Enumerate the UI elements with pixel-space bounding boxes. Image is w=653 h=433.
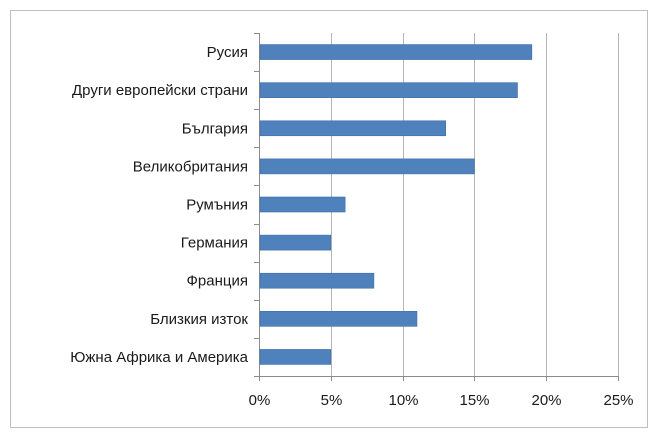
category-label: Румъния <box>186 197 248 214</box>
bar-7 <box>259 272 375 289</box>
category-label: Германия <box>181 235 248 252</box>
bar-4 <box>259 158 475 175</box>
bar-2 <box>259 82 518 98</box>
category-label: България <box>182 120 248 137</box>
category-label: Франция <box>187 273 248 290</box>
x-tick-label: 10% <box>388 392 418 409</box>
category-label: Други европейски страни <box>72 82 248 99</box>
bar-1 <box>259 44 533 60</box>
bar-6 <box>259 234 332 251</box>
category-label: Близкия изток <box>150 311 248 328</box>
x-tick-label: 5% <box>321 392 343 409</box>
x-tick-label: 20% <box>531 392 561 409</box>
x-tick-label: 25% <box>603 392 633 409</box>
bar-9 <box>259 349 332 365</box>
category-label: Южна Африка и Америка <box>70 349 248 366</box>
x-tick-label: 0% <box>249 392 271 409</box>
bar-3 <box>259 120 446 137</box>
category-label: Великобритания <box>133 158 248 175</box>
bar-5 <box>259 196 346 213</box>
category-label: Русия <box>207 44 248 61</box>
bar-8 <box>259 311 418 327</box>
x-tick-label: 15% <box>459 392 489 409</box>
